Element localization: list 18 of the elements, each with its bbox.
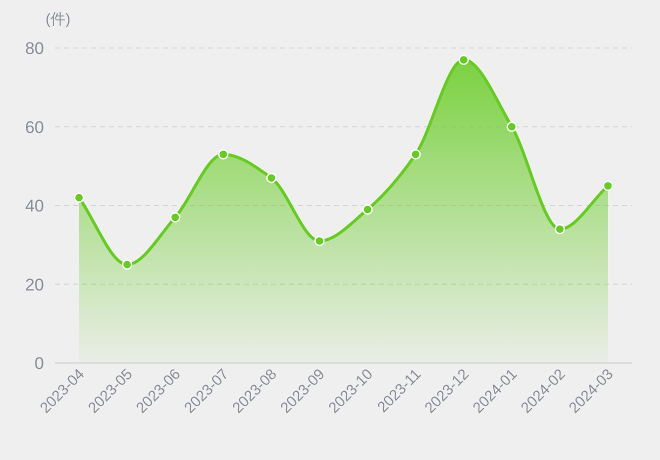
point bbox=[410, 149, 421, 160]
y-tick-label: 80 bbox=[25, 39, 44, 58]
y-tick-label: 60 bbox=[25, 118, 44, 137]
y-tick-label: 0 bbox=[34, 354, 44, 373]
point bbox=[506, 122, 518, 132]
point bbox=[458, 54, 469, 66]
point bbox=[170, 212, 180, 223]
point bbox=[602, 180, 614, 192]
point bbox=[362, 204, 373, 215]
point bbox=[74, 192, 84, 203]
y-axis-title: (件) bbox=[46, 11, 70, 28]
point bbox=[554, 224, 566, 234]
point bbox=[266, 172, 277, 184]
point bbox=[122, 259, 132, 270]
y-tick-label: 40 bbox=[25, 196, 44, 216]
point bbox=[218, 149, 229, 160]
y-tick-label: 20 bbox=[25, 275, 44, 294]
point bbox=[314, 236, 325, 246]
